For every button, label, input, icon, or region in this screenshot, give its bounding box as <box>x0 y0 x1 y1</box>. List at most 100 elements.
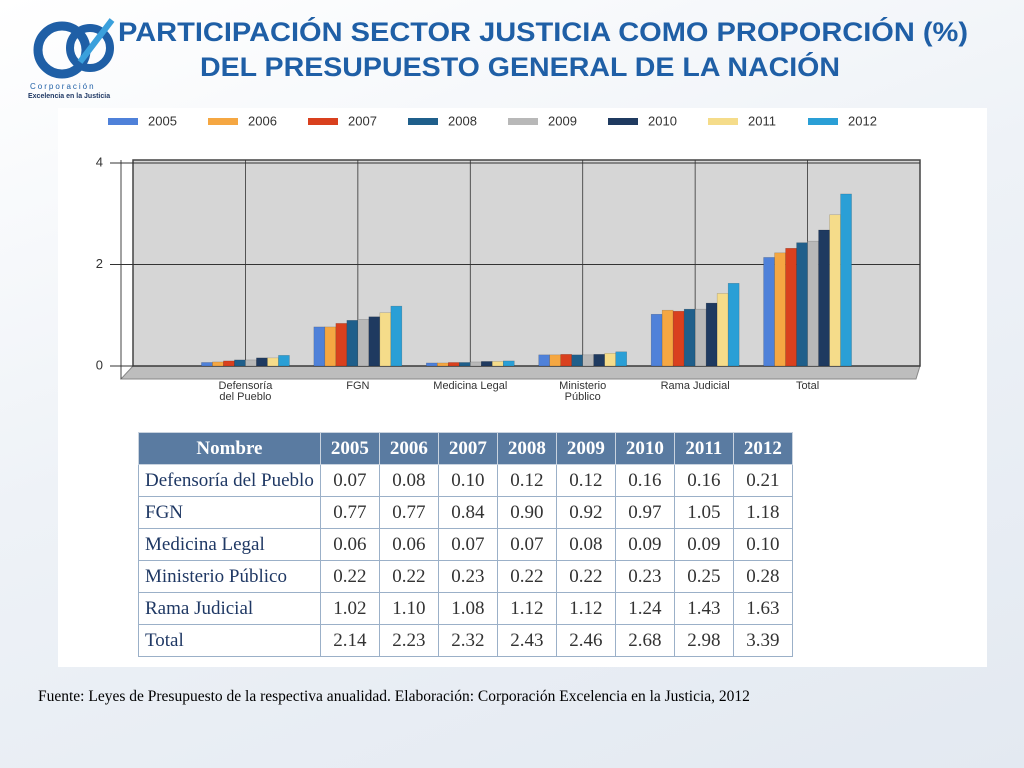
legend-label: 2010 <box>648 113 677 128</box>
value-cell: 0.10 <box>437 464 498 497</box>
value-cell: 0.92 <box>555 496 616 529</box>
value-cell: 0.08 <box>555 528 616 561</box>
bar <box>448 362 460 367</box>
slide-title: DEL PRESUPUESTO GENERAL DE LA NACIÓN <box>200 51 840 82</box>
table-row: Rama Judicial 1.02 1.10 1.08 1.12 1.12 1.24 1.4… <box>138 592 793 625</box>
legend-label: 2011 <box>748 113 776 128</box>
legend-swatch <box>608 118 638 125</box>
header-cell: 2006 <box>378 432 439 465</box>
value-cell: 1.43 <box>673 592 734 625</box>
y-tick-label: 2 <box>96 256 103 271</box>
bar <box>324 326 337 367</box>
bar <box>829 214 841 367</box>
logo-name: Corporación <box>30 82 96 91</box>
header-row: Nombre 2005 2006 2007 2008 2009 2010 2011 2012 <box>138 432 793 465</box>
bar <box>807 240 819 367</box>
name-cell: Medicina Legal <box>138 528 321 561</box>
bar <box>840 193 852 367</box>
bar <box>661 309 674 367</box>
bar <box>267 357 279 367</box>
floor <box>119 365 921 380</box>
header-cell: 2011 <box>673 432 734 465</box>
bar <box>818 229 830 367</box>
value-cell: 1.63 <box>732 592 793 625</box>
bar <box>615 351 627 367</box>
value-cell: 0.21 <box>732 464 793 497</box>
bar <box>256 357 268 367</box>
bar <box>245 359 257 367</box>
table-row: FGN 0.77 0.77 0.84 0.90 0.92 0.97 1.05 1.18 <box>138 496 793 529</box>
value-cell: 1.18 <box>732 496 793 529</box>
table-row: Defensoría del Pueblo 0.07 0.08 0.10 0.12 0.1… <box>138 464 793 497</box>
value-cell: 1.24 <box>614 592 675 625</box>
logo-subtitle: Excelencia en la Justicia <box>28 93 110 100</box>
value-cell: 1.12 <box>555 592 616 625</box>
value-cell: 1.02 <box>319 592 380 625</box>
table-row: Ministerio Público 0.22 0.22 0.23 0.22 0.22 0.… <box>138 560 793 593</box>
bar <box>368 316 381 367</box>
value-cell: 0.23 <box>614 560 675 593</box>
value-cell: 1.05 <box>673 496 734 529</box>
bar <box>426 362 438 367</box>
legend-swatch <box>408 118 438 125</box>
bar <box>459 362 471 367</box>
value-cell: 0.84 <box>437 496 498 529</box>
bar <box>437 362 449 367</box>
value-cell: 0.07 <box>437 528 498 561</box>
bar <box>582 354 594 367</box>
x-tick-label: Defensoría del Pueblo <box>218 380 273 403</box>
bar <box>538 354 550 367</box>
legend-label: 2006 <box>248 113 277 128</box>
bar <box>223 360 235 367</box>
bar <box>727 283 740 367</box>
source-note: Fuente: Leyes de Presupuesto de la respe… <box>38 688 750 705</box>
bar <box>357 319 370 367</box>
bar <box>278 355 290 367</box>
bar <box>774 252 786 367</box>
value-cell: 0.09 <box>614 528 675 561</box>
x-tick-label: FGN <box>346 380 370 392</box>
legend-label: 2008 <box>448 113 477 128</box>
value-cell: 0.16 <box>614 464 675 497</box>
value-cell: 0.77 <box>378 496 439 529</box>
bar <box>571 354 583 367</box>
legend-swatch <box>708 118 738 125</box>
bar <box>716 293 729 367</box>
bar <box>705 302 718 367</box>
value-cell: 2.46 <box>555 624 616 657</box>
name-cell: Defensoría del Pueblo <box>138 464 321 497</box>
name-cell: Rama Judicial <box>138 592 321 625</box>
logo: Corporación Excelencia en la Justicia <box>28 18 115 100</box>
y-tick-label: 4 <box>96 154 103 169</box>
bar <box>549 354 561 367</box>
legend-swatch <box>108 118 138 125</box>
legend-label: 2009 <box>548 113 577 128</box>
header-cell: 2012 <box>732 432 793 465</box>
data-table: Nombre 2005 2006 2007 2008 2009 2010 2011 2012 De… <box>138 432 793 657</box>
bar <box>212 361 224 367</box>
value-cell: 2.14 <box>319 624 380 657</box>
bar <box>470 361 482 367</box>
value-cell: 1.08 <box>437 592 498 625</box>
legend-label: 2012 <box>848 113 877 128</box>
value-cell: 2.98 <box>673 624 734 657</box>
value-cell: 0.23 <box>437 560 498 593</box>
bar <box>796 242 808 367</box>
chart: 0 2 4 2005 2006 2007 2008 2009 2010 2011 2012 <box>96 113 921 380</box>
bar <box>694 308 707 367</box>
bar <box>503 360 515 367</box>
header-cell: 2010 <box>614 432 675 465</box>
header-cell: Nombre <box>138 432 321 465</box>
bar <box>379 312 392 367</box>
bar <box>201 362 213 367</box>
value-cell: 0.22 <box>555 560 616 593</box>
value-cell: 0.06 <box>319 528 380 561</box>
bar <box>785 248 797 367</box>
bar <box>560 354 572 367</box>
bar <box>390 305 403 367</box>
bar <box>346 320 359 367</box>
header-cell: 2009 <box>555 432 616 465</box>
value-cell: 1.10 <box>378 592 439 625</box>
legend-label: 2005 <box>148 113 177 128</box>
